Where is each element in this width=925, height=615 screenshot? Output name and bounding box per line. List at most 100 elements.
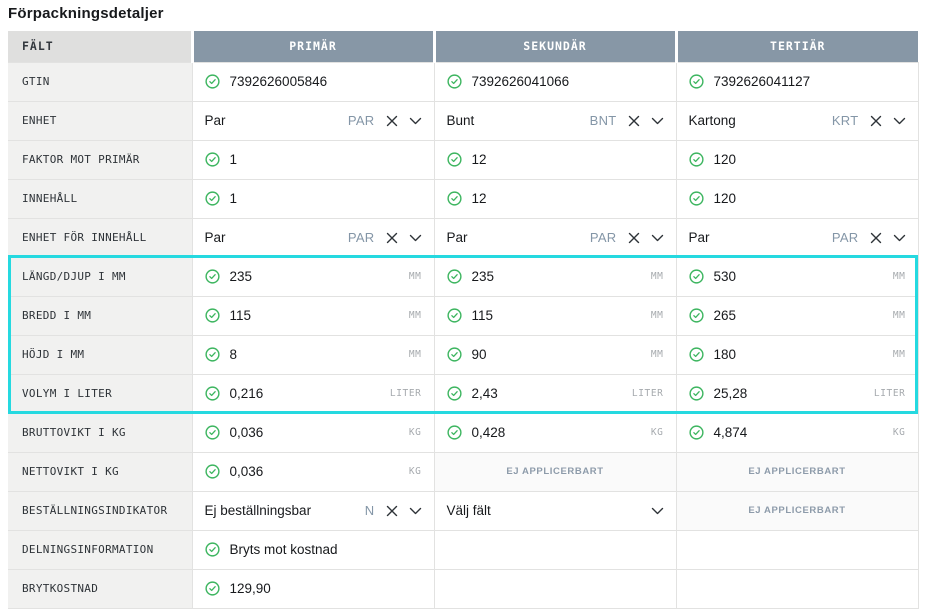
empty-cell [675, 569, 919, 609]
field-label-cell: BREDD I MM [8, 296, 193, 336]
value-field-cell[interactable]: 235 MM [191, 257, 435, 297]
unit-label: KG [408, 427, 422, 438]
select-field-cell[interactable]: Ej beställningsbar N [191, 491, 435, 531]
value-field-cell[interactable]: 12 [433, 140, 677, 180]
value-field-cell[interactable]: 0,216 LITER [191, 374, 435, 414]
field-label: ENHET [22, 114, 57, 127]
check-circle-icon [688, 74, 704, 89]
clear-x-icon[interactable] [386, 505, 398, 517]
table-row: ENHET Par PAR Bunt BNT Kartong KRT [8, 101, 919, 141]
value-field-cell[interactable]: 115 MM [191, 296, 435, 336]
clear-x-icon[interactable] [870, 232, 882, 244]
chevron-down-icon[interactable] [651, 117, 664, 125]
select-value: Par [204, 230, 226, 245]
select-field-cell[interactable]: Par PAR [433, 218, 677, 258]
chevron-down-icon[interactable] [409, 234, 422, 242]
table-row: BRYTKOSTNAD 129,90 [8, 569, 919, 609]
value-field-cell[interactable]: 235 MM [433, 257, 677, 297]
cell-value: 530 [713, 269, 737, 284]
cell-value: 265 [713, 308, 737, 323]
select-placeholder-cell[interactable]: Välj fält [433, 491, 677, 531]
table-row: BREDD I MM 115 MM 115 MM 265 MM [8, 296, 919, 336]
table-header-row: FÄLT PRIMÄR SEKUNDÄR TERTIÄR [8, 31, 918, 63]
chevron-down-icon[interactable] [409, 117, 422, 125]
clear-x-icon[interactable] [386, 115, 398, 127]
value-field-cell[interactable]: 25,28 LITER [675, 374, 919, 414]
chevron-down-icon[interactable] [409, 507, 422, 515]
field-label-cell: FAKTOR MOT PRIMÄR [8, 140, 193, 180]
cell-value: 120 [713, 191, 737, 206]
table-row: VOLYM I LITER 0,216 LITER 2,43 LITER 25,28 LIT… [8, 374, 919, 414]
cell-value: 1 [229, 191, 238, 206]
unit-label: MM [892, 349, 906, 360]
value-field-cell[interactable]: 4,874 KG [675, 413, 919, 453]
chevron-down-icon[interactable] [893, 117, 906, 125]
check-circle-icon [446, 191, 462, 206]
value-field-cell[interactable]: 7392626041127 [675, 62, 919, 102]
table-body: GTIN 7392626005846 7392626041066 7392626041… [8, 62, 919, 609]
select-value: Par [204, 113, 226, 128]
value-field-cell[interactable]: 115 MM [433, 296, 677, 336]
clear-x-icon[interactable] [628, 115, 640, 127]
table-row: ENHET FÖR INNEHÅLL Par PAR Par PAR Par PAR [8, 218, 919, 258]
select-field-cell[interactable]: Bunt BNT [433, 101, 677, 141]
select-field-cell[interactable]: Kartong KRT [675, 101, 919, 141]
clear-x-icon[interactable] [628, 232, 640, 244]
field-label: BRUTTOVIKT I KG [22, 426, 126, 439]
value-field-cell[interactable]: 530 MM [675, 257, 919, 297]
value-field-cell[interactable]: 0,036 KG [191, 413, 435, 453]
value-field-cell[interactable]: Bryts mot kostnad [191, 530, 435, 570]
value-field-cell[interactable]: 265 MM [675, 296, 919, 336]
check-circle-icon [688, 269, 704, 284]
check-circle-icon [688, 347, 704, 362]
value-field-cell[interactable]: 0,036 KG [191, 452, 435, 492]
value-field-cell[interactable]: 129,90 [191, 569, 435, 609]
select-field-cell[interactable]: Par PAR [191, 101, 435, 141]
select-field-cell[interactable]: Par PAR [675, 218, 919, 258]
check-circle-icon [204, 308, 220, 323]
select-value: Par [446, 230, 468, 245]
field-label-cell: HÖJD I MM [8, 335, 193, 375]
value-field-cell[interactable]: 90 MM [433, 335, 677, 375]
cell-value: 90 [471, 347, 487, 362]
select-value: Ej beställningsbar [204, 503, 312, 518]
field-label: BESTÄLLNINGSINDIKATOR [22, 504, 168, 517]
cell-value: 7392626041066 [471, 74, 570, 89]
column-header-falt: FÄLT [8, 31, 192, 63]
field-label-cell: BRYTKOSTNAD [8, 569, 193, 609]
select-field-cell[interactable]: Par PAR [191, 218, 435, 258]
column-header-tertiar: TERTIÄR [674, 31, 918, 63]
value-field-cell[interactable]: 1 [191, 179, 435, 219]
value-field-cell[interactable]: 2,43 LITER [433, 374, 677, 414]
check-circle-icon [688, 386, 704, 401]
value-field-cell[interactable]: 180 MM [675, 335, 919, 375]
unit-label: LITER [631, 388, 664, 399]
value-field-cell[interactable]: 0,428 KG [433, 413, 677, 453]
value-field-cell[interactable]: 12 [433, 179, 677, 219]
chevron-down-icon[interactable] [893, 234, 906, 242]
not-applicable-cell: EJ APPLICERBART [675, 491, 919, 531]
cell-value: Bryts mot kostnad [229, 542, 338, 557]
cell-value: 7392626041127 [713, 74, 811, 89]
unit-label: LITER [389, 388, 422, 399]
value-field-cell[interactable]: 1 [191, 140, 435, 180]
value-field-cell[interactable]: 8 MM [191, 335, 435, 375]
cell-value: 180 [713, 347, 737, 362]
cell-value: 0,216 [229, 386, 264, 401]
chevron-down-icon[interactable] [651, 507, 664, 515]
select-value: Kartong [688, 113, 736, 128]
value-field-cell[interactable]: 7392626041066 [433, 62, 677, 102]
check-circle-icon [446, 74, 462, 89]
clear-x-icon[interactable] [870, 115, 882, 127]
cell-value: 0,036 [229, 464, 264, 479]
value-field-cell[interactable]: 120 [675, 140, 919, 180]
field-label: ENHET FÖR INNEHÅLL [22, 231, 147, 244]
value-field-cell[interactable]: 7392626005846 [191, 62, 435, 102]
value-field-cell[interactable]: 120 [675, 179, 919, 219]
cell-value: 120 [713, 152, 737, 167]
clear-x-icon[interactable] [386, 232, 398, 244]
select-placeholder-value: Välj fält [446, 503, 491, 518]
not-applicable-label: EJ APPLICERBART [748, 466, 846, 477]
chevron-down-icon[interactable] [651, 234, 664, 242]
table-row: FAKTOR MOT PRIMÄR 1 12 120 [8, 140, 919, 180]
